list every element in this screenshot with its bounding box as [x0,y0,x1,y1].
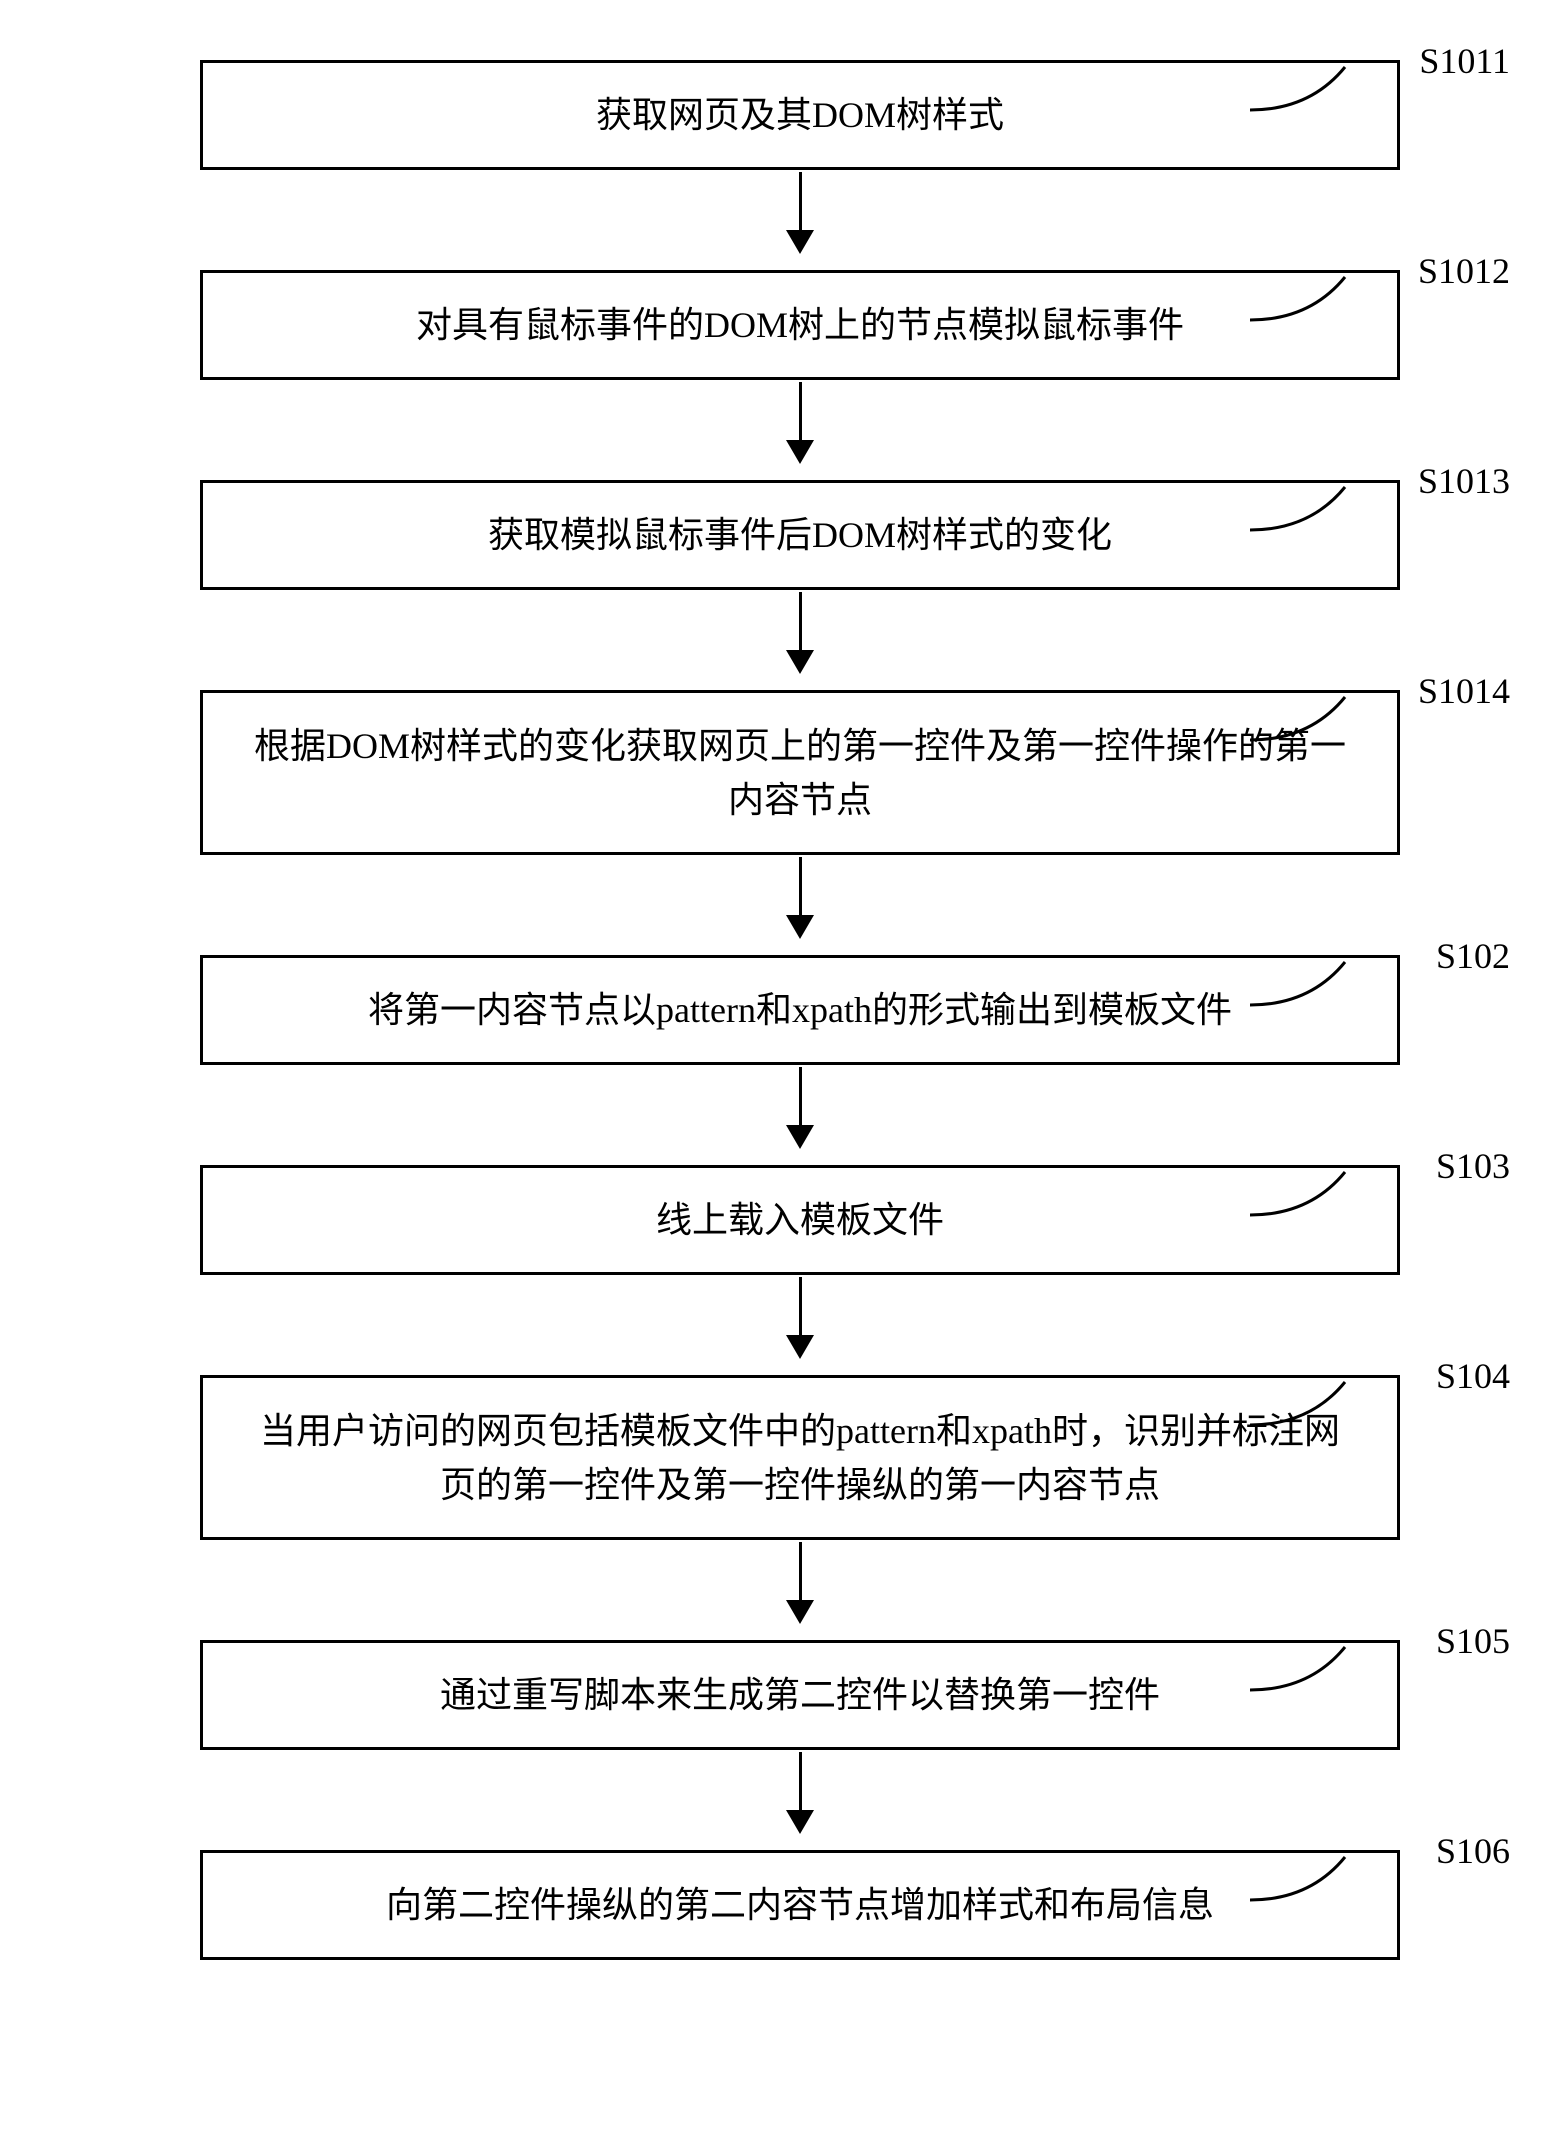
step-label: S1013 [1418,460,1510,502]
step-label: S106 [1436,1830,1510,1872]
flow-step: 线上载入模板文件 S103 [100,1165,1500,1275]
step-label: S1014 [1418,670,1510,712]
flow-step: 根据DOM树样式的变化获取网页上的第一控件及第一控件操作的第一内容节点 S101… [100,690,1500,855]
flow-step: 获取模拟鼠标事件后DOM树样式的变化 S1013 [100,480,1500,590]
flow-arrow [100,590,1500,690]
label-connector [1250,272,1350,322]
flow-arrow [100,1275,1500,1375]
flow-arrow [100,380,1500,480]
flow-text: 根据DOM树样式的变化获取网页上的第一控件及第一控件操作的第一内容节点 [243,719,1357,827]
flow-box-s1013: 获取模拟鼠标事件后DOM树样式的变化 [200,480,1400,590]
flow-arrow [100,1540,1500,1640]
flow-box-s105: 通过重写脚本来生成第二控件以替换第一控件 [200,1640,1400,1750]
label-connector [1250,957,1350,1007]
step-label: S1012 [1418,250,1510,292]
flow-step: 获取网页及其DOM树样式 S1011 [100,60,1500,170]
flow-text: 向第二控件操纵的第二内容节点增加样式和布局信息 [386,1878,1214,1932]
flow-text: 通过重写脚本来生成第二控件以替换第一控件 [440,1668,1160,1722]
flow-text: 对具有鼠标事件的DOM树上的节点模拟鼠标事件 [416,298,1184,352]
flow-arrow [100,1065,1500,1165]
step-label: S1011 [1419,40,1510,82]
flow-box-s103: 线上载入模板文件 [200,1165,1400,1275]
flow-text: 线上载入模板文件 [656,1193,944,1247]
flow-step: 将第一内容节点以pattern和xpath的形式输出到模板文件 S102 [100,955,1500,1065]
step-label: S105 [1436,1620,1510,1662]
step-label: S104 [1436,1355,1510,1397]
step-label: S103 [1436,1145,1510,1187]
flow-box-s1014: 根据DOM树样式的变化获取网页上的第一控件及第一控件操作的第一内容节点 [200,690,1400,855]
step-label: S102 [1436,935,1510,977]
flow-text: 将第一内容节点以pattern和xpath的形式输出到模板文件 [368,983,1232,1037]
flow-step: 当用户访问的网页包括模板文件中的pattern和xpath时，识别并标注网页的第… [100,1375,1500,1540]
flow-text: 获取网页及其DOM树样式 [596,88,1004,142]
flow-step: 对具有鼠标事件的DOM树上的节点模拟鼠标事件 S1012 [100,270,1500,380]
label-connector [1250,482,1350,532]
flowchart-container: 获取网页及其DOM树样式 S1011 对具有鼠标事件的DOM树上的节点模拟鼠标事… [100,60,1500,1960]
flow-box-s106: 向第二控件操纵的第二内容节点增加样式和布局信息 [200,1850,1400,1960]
flow-text: 当用户访问的网页包括模板文件中的pattern和xpath时，识别并标注网页的第… [243,1404,1357,1512]
flow-step: 通过重写脚本来生成第二控件以替换第一控件 S105 [100,1640,1500,1750]
label-connector [1250,62,1350,112]
label-connector [1250,1377,1350,1427]
label-connector [1250,1167,1350,1217]
flow-box-s1012: 对具有鼠标事件的DOM树上的节点模拟鼠标事件 [200,270,1400,380]
flow-text: 获取模拟鼠标事件后DOM树样式的变化 [488,508,1112,562]
flow-box-s104: 当用户访问的网页包括模板文件中的pattern和xpath时，识别并标注网页的第… [200,1375,1400,1540]
flow-arrow [100,855,1500,955]
label-connector [1250,1852,1350,1902]
flow-box-s102: 将第一内容节点以pattern和xpath的形式输出到模板文件 [200,955,1400,1065]
flow-step: 向第二控件操纵的第二内容节点增加样式和布局信息 S106 [100,1850,1500,1960]
flow-box-s1011: 获取网页及其DOM树样式 [200,60,1400,170]
flow-arrow [100,170,1500,270]
label-connector [1250,692,1350,742]
flow-arrow [100,1750,1500,1850]
label-connector [1250,1642,1350,1692]
